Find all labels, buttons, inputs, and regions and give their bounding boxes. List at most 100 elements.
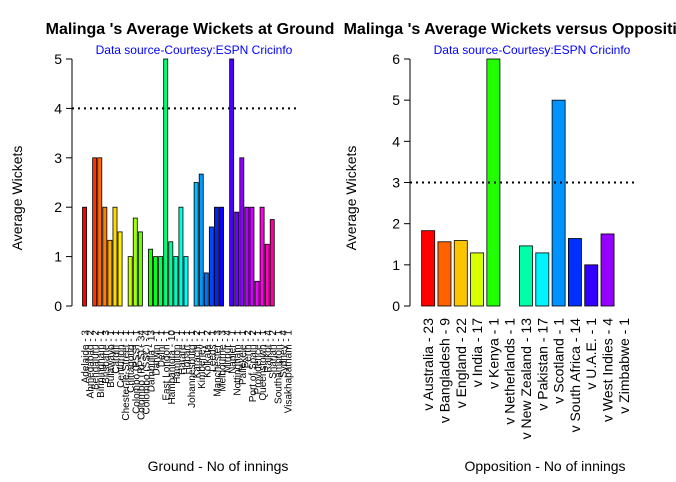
- opposition-chart-subtitle: Data source-Courtesy:ESPN Cricinfo: [434, 43, 631, 57]
- ground-chart-bar: [97, 157, 103, 307]
- opposition-chart-bar: [535, 252, 550, 307]
- ground-chart-category-label: Colombo (RPS) - 34: [136, 330, 147, 420]
- ground-chart-category-label: Adelaide - 3: [81, 330, 92, 384]
- opposition-chart-y-tick-label: 0: [392, 298, 400, 314]
- opposition-chart-bar: [486, 58, 501, 307]
- ground-chart-category-label: Manchester - 3: [212, 330, 223, 397]
- opposition-chart-bar: [584, 264, 599, 307]
- ground-chart-category-label: Dambulla - 13: [146, 330, 157, 393]
- ground-chart-bar: [163, 58, 169, 307]
- opposition-chart-y-tick-label: 1: [392, 257, 400, 273]
- ground-chart-category-label: Mirpur - 4: [223, 330, 234, 373]
- ground-chart-category-label: Karachi - 2: [192, 330, 203, 379]
- opposition-chart-category-label: v England - 22: [453, 318, 469, 408]
- opposition-chart-ylabel: Average Wickets: [343, 146, 359, 251]
- ground-chart-category-label: Harare - 1: [177, 330, 188, 375]
- opposition-chart-title: Malinga 's Average Wickets versus Opposi…: [344, 21, 676, 38]
- ground-chart-y-tick-label: 4: [54, 100, 62, 116]
- ground-chart-bar: [183, 256, 189, 307]
- ground-chart-bar: [148, 248, 153, 307]
- ground-chart-category-label: Colombo (SSC) - 4: [141, 330, 152, 415]
- opposition-chart-category-label: v U.A.E. - 1: [583, 318, 599, 390]
- ground-chart-category-label: Centurion - 1: [116, 330, 127, 388]
- opposition-chart: Malinga 's Average Wickets versus Opposi…: [343, 21, 676, 474]
- ground-chart-bar: [249, 206, 255, 307]
- ground-chart-bars: [82, 58, 275, 307]
- ground-chart-bar: [203, 272, 209, 307]
- ground-chart-category-label: Johannesburg - 1: [187, 330, 198, 408]
- opposition-chart-category-label: v India - 17: [469, 318, 485, 387]
- ground-chart-y-tick-label: 1: [54, 249, 62, 265]
- ground-chart-bar: [137, 231, 143, 307]
- ground-chart-category-label: Visakhapatnam - 1: [283, 330, 294, 414]
- ground-chart-title: Malinga 's Average Wickets at Ground: [46, 21, 335, 38]
- opposition-chart-bar: [453, 240, 468, 307]
- ground-chart-category-label: Pallekele - 1: [238, 330, 249, 385]
- opposition-chart-bars: [421, 58, 615, 307]
- ground-chart-category-label: Melbourne - 3: [218, 330, 229, 392]
- ground-chart-category-label: Ahmedabad - 2: [86, 330, 97, 399]
- ground-chart-category-label: East London - 1: [162, 330, 173, 401]
- ground-chart-bar: [259, 206, 265, 307]
- ground-chart-bar: [229, 58, 235, 307]
- opposition-chart-y-tick-label: 6: [392, 51, 400, 67]
- ground-chart-category-label: Providence - 1: [253, 330, 264, 395]
- ground-chart-bar: [244, 206, 250, 307]
- ground-chart-bar: [198, 173, 204, 307]
- opposition-chart-y-tick-label: 2: [392, 216, 400, 232]
- ground-chart-bar: [178, 206, 184, 307]
- opposition-chart-category-label: v Netherlands - 1: [502, 318, 518, 425]
- opposition-chart-category-label: v Zimbabwe - 1: [616, 318, 632, 414]
- ground-chart-y-axis: 0 1 2 3 4 5: [54, 51, 73, 314]
- ground-chart-bar: [264, 243, 270, 307]
- ground-chart-bar: [234, 211, 240, 307]
- opposition-chart-bar: [568, 238, 582, 307]
- opposition-chart-xlabel: Opposition - No of innings: [464, 458, 625, 474]
- opposition-chart-y-axis: 0 1 2 3 4 5 6: [392, 51, 411, 314]
- opposition-chart-bar: [421, 230, 436, 307]
- ground-chart-bar: [102, 206, 108, 307]
- opposition-chart-category-label: v Australia - 23: [420, 318, 436, 411]
- opposition-chart-category-label: v Kenya - 1: [485, 318, 501, 389]
- opposition-chart-category-label: v Pakistan - 17: [534, 318, 550, 411]
- ground-chart-category-label: Nottingham - 1: [233, 330, 244, 396]
- opposition-chart-bar: [437, 241, 452, 307]
- ground-chart-category-label: Chester-le-Street - 1: [121, 330, 132, 421]
- opposition-chart-bar: [470, 252, 484, 307]
- ground-chart-category-label: Darwin - 1: [152, 330, 163, 376]
- opposition-chart-bar: [519, 245, 533, 307]
- ground-chart-category-label: Leeds - 1: [207, 330, 218, 372]
- ground-chart-bar: [239, 157, 245, 307]
- ground-chart-bar: [269, 219, 275, 307]
- opposition-chart-y-tick-label: 4: [392, 133, 400, 149]
- ground-chart-category-label: Hambantota - 10: [167, 330, 178, 405]
- ground-chart-category-label: Hamilton - 1: [172, 330, 183, 384]
- ground-chart-bar: [153, 256, 158, 307]
- ground-chart-bar: [107, 239, 113, 307]
- ground-chart-category-label: Hobart - 1: [182, 330, 193, 375]
- opposition-chart-y-tick-label: 3: [392, 175, 400, 191]
- ground-chart-bar: [208, 226, 214, 307]
- ground-chart-category-label: Sydney - 4: [278, 330, 289, 378]
- ground-chart-category-label: Birmingham - 1: [96, 330, 107, 398]
- ground-chart-category-label: Bengaluru - 2: [91, 330, 102, 390]
- ground-chart-bar: [117, 231, 123, 307]
- ground-chart-category-label: Sharjah - 2: [268, 330, 279, 379]
- ground-chart-xlabel: Ground - No of innings: [148, 458, 289, 474]
- ground-chart-category-label: Bulawayo - 1: [106, 330, 117, 388]
- ground-chart-y-tick-label: 5: [54, 51, 62, 67]
- ground-chart-bar: [173, 256, 179, 307]
- ground-chart-category-label: Southampton - 1: [273, 330, 284, 404]
- ground-chart-category-label: Colombo (PSS) - 1: [131, 330, 142, 414]
- ground-chart-category-label: Port of Spain - 2: [248, 330, 259, 403]
- ground-chart-category-label: Kolkata - 2: [202, 330, 213, 378]
- ground-chart-y-tick-label: 3: [54, 150, 62, 166]
- ground-chart-category-label: Queenstown - 1: [258, 330, 269, 401]
- ground-chart-bar: [112, 206, 118, 307]
- ground-chart-category-label: Napier - 1: [228, 330, 239, 374]
- ground-chart-bar: [214, 206, 219, 307]
- opposition-chart-y-tick-label: 5: [392, 92, 400, 108]
- ground-chart: Malinga 's Average Wickets at Ground Dat…: [9, 21, 334, 474]
